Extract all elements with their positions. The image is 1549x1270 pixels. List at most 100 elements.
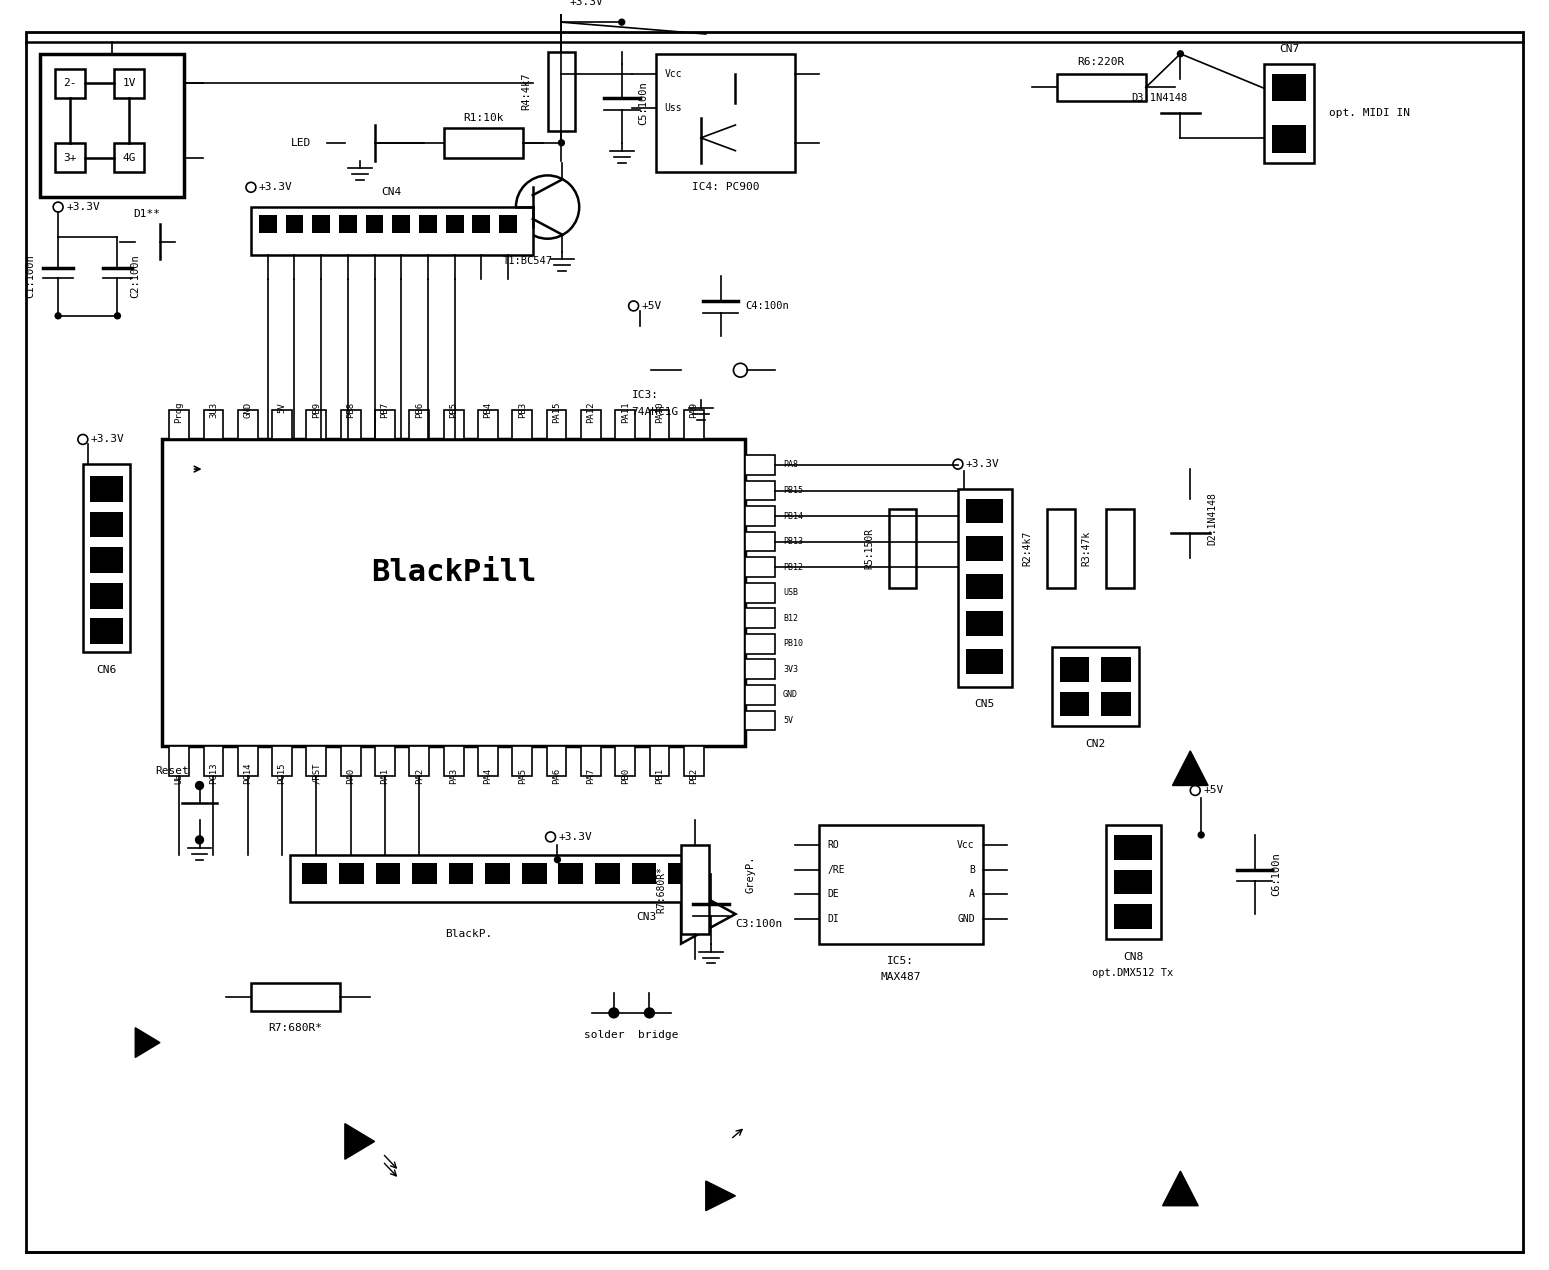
Bar — [239, 410, 257, 439]
Text: 4G: 4G — [122, 152, 136, 163]
Text: RO: RO — [827, 839, 840, 850]
Bar — [449, 862, 474, 884]
Bar — [90, 618, 124, 644]
Bar — [302, 862, 327, 884]
Text: Vcc: Vcc — [957, 839, 974, 850]
Bar — [485, 862, 510, 884]
Bar — [307, 745, 327, 776]
Bar — [169, 745, 189, 776]
Text: D3:1N4148: D3:1N4148 — [1131, 93, 1187, 103]
Text: PB8: PB8 — [345, 401, 355, 418]
Text: PB14: PB14 — [782, 512, 802, 521]
Text: PB5: PB5 — [449, 401, 459, 418]
Text: C6:100n: C6:100n — [1272, 852, 1281, 897]
Bar — [745, 634, 774, 654]
Bar — [163, 439, 745, 745]
Text: /RST: /RST — [311, 762, 321, 784]
Bar — [559, 862, 582, 884]
Text: 2-: 2- — [64, 79, 77, 89]
Bar — [291, 855, 706, 902]
Bar — [1114, 870, 1152, 894]
Text: BlackP.: BlackP. — [445, 928, 493, 939]
Bar — [668, 862, 692, 884]
Bar — [632, 862, 657, 884]
Circle shape — [56, 312, 60, 319]
Circle shape — [195, 781, 203, 790]
Bar — [90, 476, 124, 502]
Text: +5V: +5V — [641, 301, 661, 311]
Bar — [522, 862, 547, 884]
Text: R1:10k: R1:10k — [463, 113, 503, 123]
Text: LED: LED — [291, 137, 311, 147]
Text: D1**: D1** — [133, 210, 161, 218]
Text: PB7: PB7 — [381, 401, 389, 418]
Text: PA9: PA9 — [689, 401, 699, 418]
Bar — [548, 52, 575, 131]
Bar — [819, 826, 982, 944]
Bar — [273, 410, 291, 439]
Text: IC4: PC900: IC4: PC900 — [692, 183, 759, 192]
Text: +5V: +5V — [1204, 785, 1224, 795]
Bar — [1060, 692, 1089, 716]
Bar — [115, 69, 144, 98]
Bar — [967, 536, 1004, 561]
Text: PC14: PC14 — [243, 762, 252, 784]
Bar — [56, 142, 85, 173]
Bar — [745, 480, 774, 500]
Bar — [967, 574, 1004, 598]
Text: PB13: PB13 — [782, 537, 802, 546]
Bar — [285, 215, 304, 232]
Polygon shape — [1173, 751, 1208, 785]
Text: GreyP.: GreyP. — [745, 856, 756, 893]
Text: PA8: PA8 — [782, 461, 798, 470]
Text: R3:47k: R3:47k — [1081, 531, 1092, 566]
Text: Uss: Uss — [665, 103, 682, 113]
Bar — [745, 558, 774, 577]
Text: CN3: CN3 — [637, 912, 657, 922]
Bar — [745, 507, 774, 526]
Text: T1:BC547: T1:BC547 — [503, 257, 553, 267]
Text: CN2: CN2 — [1086, 739, 1106, 749]
Text: opt. MIDI IN: opt. MIDI IN — [1329, 108, 1410, 118]
Bar — [957, 489, 1013, 687]
Text: B: B — [968, 865, 974, 875]
Text: 5V: 5V — [782, 716, 793, 725]
Text: PA0: PA0 — [345, 767, 355, 784]
Bar — [1106, 508, 1134, 588]
Text: USB: USB — [782, 588, 798, 597]
Bar — [1052, 646, 1139, 726]
Text: BlackPill: BlackPill — [370, 559, 536, 588]
Bar — [1060, 657, 1089, 682]
Bar — [1101, 692, 1131, 716]
Bar — [967, 611, 1004, 636]
Text: PA15: PA15 — [551, 401, 561, 423]
Bar — [615, 745, 635, 776]
Polygon shape — [135, 1027, 160, 1058]
Text: PA12: PA12 — [587, 401, 595, 423]
Text: R4:4k7: R4:4k7 — [520, 72, 531, 110]
Text: GND: GND — [957, 914, 974, 925]
Text: Ub: Ub — [175, 772, 184, 784]
Text: PB12: PB12 — [782, 563, 802, 572]
Bar — [1114, 904, 1152, 928]
Text: IC5:: IC5: — [888, 956, 914, 966]
Text: PA4: PA4 — [483, 767, 493, 784]
Text: GND: GND — [782, 691, 798, 700]
Text: 1V: 1V — [122, 79, 136, 89]
Bar — [409, 410, 429, 439]
Bar — [513, 745, 533, 776]
Text: DE: DE — [827, 889, 840, 899]
Text: PB3: PB3 — [517, 401, 527, 418]
Bar — [443, 128, 524, 157]
Text: C3:100n: C3:100n — [736, 919, 782, 928]
Bar — [649, 745, 669, 776]
Bar — [90, 547, 124, 573]
Bar — [745, 583, 774, 602]
Polygon shape — [1163, 1171, 1199, 1205]
Text: 3V3: 3V3 — [782, 664, 798, 674]
Text: Vcc: Vcc — [665, 69, 682, 79]
Text: PB2: PB2 — [689, 767, 699, 784]
Bar — [581, 410, 601, 439]
Bar — [685, 410, 703, 439]
Text: solder  bridge: solder bridge — [584, 1030, 678, 1040]
